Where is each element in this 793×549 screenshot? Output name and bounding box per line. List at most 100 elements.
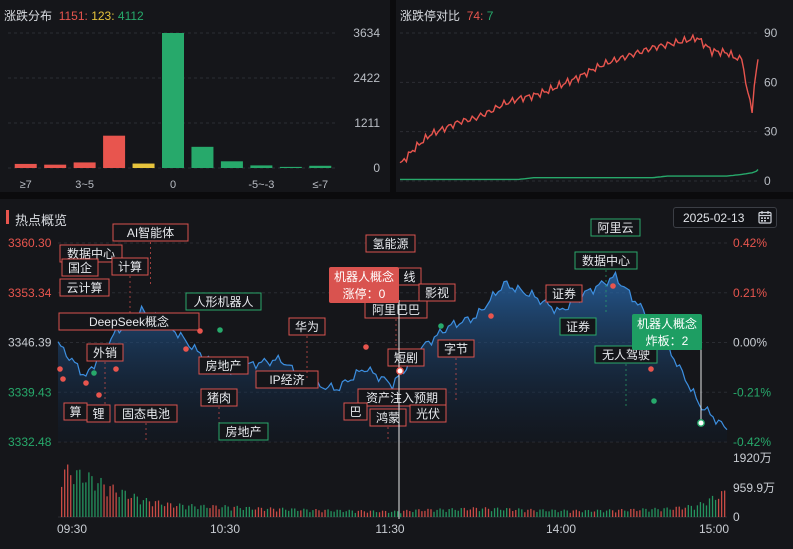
hot-tag-label: 猪肉 (207, 391, 231, 405)
limit-up-count: 74 (466, 9, 481, 23)
hot-tag-box (198, 356, 249, 375)
volume-bar (551, 509, 553, 517)
volume-bar (327, 509, 329, 517)
distribution-bar (162, 33, 184, 168)
volume-bar (251, 509, 254, 517)
volume-bar (466, 510, 468, 517)
volume-bar (173, 507, 175, 517)
volume-bar (303, 508, 305, 517)
volume-bar (542, 509, 544, 517)
time-tick-label: 11:30 (375, 522, 404, 536)
tooltip-right-title: 机器人概念 (637, 316, 697, 331)
volume-bar (206, 507, 208, 517)
volume-bar (139, 504, 142, 517)
limit-down-line (400, 169, 759, 181)
hot-tag-label: 房地产 (205, 358, 241, 373)
volume-bar (584, 510, 587, 517)
tooltip-right-box (632, 314, 702, 350)
volume-bar (636, 511, 638, 517)
y-tick-label: 0 (764, 174, 771, 188)
volume-bar (448, 509, 450, 517)
volume-bar (615, 512, 617, 517)
hot-tag-label: 氢能源 (372, 236, 408, 251)
volume-bar (403, 510, 405, 517)
volume-bar (433, 511, 435, 517)
volume-bar (366, 512, 369, 517)
hot-tag-box (594, 345, 658, 364)
volume-bar (651, 509, 653, 517)
volume-bar (203, 504, 205, 517)
distribution-bar (220, 161, 243, 168)
down-count: 4112 (117, 9, 144, 23)
volume-bar (690, 505, 692, 517)
ratio-sep: : (111, 9, 115, 23)
volume-bar (378, 512, 381, 517)
volume-bar (657, 509, 659, 517)
volume-bar (687, 505, 689, 517)
volume-bar (254, 509, 257, 517)
hot-tag-label: 华为 (295, 320, 319, 334)
volume-bar (363, 511, 366, 517)
volume-bar (64, 469, 66, 517)
hot-tag-label: IP经济 (269, 372, 304, 387)
hot-tag-label: 阿里云 (597, 221, 633, 235)
volume-bar (400, 513, 402, 517)
volume-bar (699, 502, 702, 517)
hot-tag-label: 光伏 (416, 407, 440, 421)
distribution-bar-chart: 0 1211 2422 3634 ≥7 3~5 0 -5~-3 ≤-7 (8, 26, 380, 191)
volume-bar (315, 509, 317, 517)
calendar-icon[interactable] (758, 210, 772, 224)
volume-bar (639, 510, 641, 517)
volume-bar (312, 510, 314, 517)
volume-bar (669, 509, 671, 517)
hot-tag-label: 云计算 (66, 280, 102, 295)
pct-tick-label: 0.21% (733, 286, 767, 300)
volume-bar (454, 509, 456, 517)
y-tick-label: 30 (764, 125, 778, 139)
hot-tag-box (418, 283, 456, 302)
distribution-bar (44, 164, 67, 168)
volume-bar (572, 510, 574, 517)
volume-bar (702, 503, 705, 517)
volume-bar (575, 509, 577, 517)
volume-bar (88, 472, 90, 517)
x-tick-label: 0 (170, 179, 176, 191)
tag-anchor-dot (91, 370, 97, 376)
volume-bar (263, 510, 266, 517)
volume-bar (61, 486, 63, 517)
volume-bar (194, 506, 196, 517)
volume-bar (191, 504, 193, 517)
volume-bar (100, 477, 102, 517)
volume-bar (354, 512, 356, 517)
volume-bar (421, 511, 423, 517)
volume-bar (554, 509, 556, 517)
hot-tag-label: 计算 (118, 259, 142, 274)
date-picker[interactable]: 2025-02-13 (673, 207, 777, 228)
volume-bar (557, 512, 559, 517)
volume-bar (324, 509, 326, 517)
volume-bar (548, 511, 550, 517)
volume-bar (394, 510, 396, 517)
volume-bar (442, 509, 444, 517)
tag-anchor-dot (60, 376, 66, 382)
x-tick-label: 3~5 (75, 179, 94, 191)
volume-bar (693, 509, 696, 517)
distribution-bar (73, 162, 96, 168)
tag-anchor-dot (197, 328, 203, 334)
hot-tag-box (200, 388, 238, 407)
volume-bar (672, 509, 674, 517)
hot-tag-box (357, 388, 447, 407)
volume-bar (345, 511, 347, 517)
volume-bar (76, 470, 78, 517)
volume-bar (151, 506, 154, 517)
hot-tag-box (343, 402, 368, 421)
volume-bar (142, 500, 145, 517)
volume-bar (209, 508, 211, 517)
volume-bar (236, 505, 238, 517)
volume-bar (118, 496, 120, 517)
hot-tag-label: AI智能体 (127, 225, 174, 240)
up-count: 1151 (58, 9, 85, 23)
volume-bar (599, 510, 602, 517)
volume-bar (215, 505, 217, 517)
hot-tag-box (86, 404, 111, 423)
